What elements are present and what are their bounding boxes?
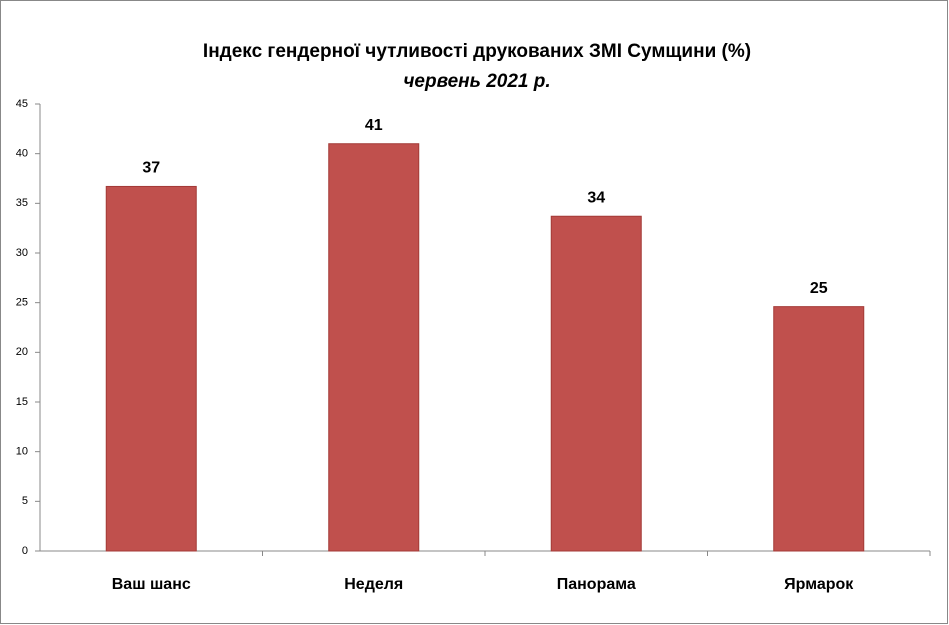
- bar: [105, 185, 197, 552]
- y-tick-label: 25: [16, 297, 28, 309]
- value-label: 41: [365, 117, 383, 134]
- value-label: 34: [587, 189, 605, 206]
- y-tick-label: 45: [16, 98, 28, 110]
- x-tick-label: Панорама: [557, 576, 636, 593]
- y-tick-label: 30: [16, 247, 28, 259]
- value-label: 37: [142, 160, 160, 177]
- chart-subtitle: червень 2021 р.: [403, 71, 550, 92]
- bar: [550, 215, 642, 552]
- y-tick-label: 0: [22, 545, 28, 557]
- y-tick-label: 20: [16, 346, 28, 358]
- bar: [328, 143, 420, 552]
- bar: [773, 306, 865, 552]
- x-tick-label: Ваш шанс: [112, 576, 191, 593]
- value-label: 25: [810, 280, 828, 297]
- x-tick-label: Ярмарок: [784, 576, 854, 593]
- y-tick-label: 5: [22, 495, 28, 507]
- x-tick-label: Неделя: [344, 576, 403, 593]
- y-tick-label: 10: [16, 446, 28, 458]
- y-tick-label: 15: [16, 396, 28, 408]
- chart-title: Індекс гендерної чутливості друкованих З…: [203, 41, 751, 62]
- y-tick-label: 35: [16, 197, 28, 209]
- y-tick-label: 40: [16, 148, 28, 160]
